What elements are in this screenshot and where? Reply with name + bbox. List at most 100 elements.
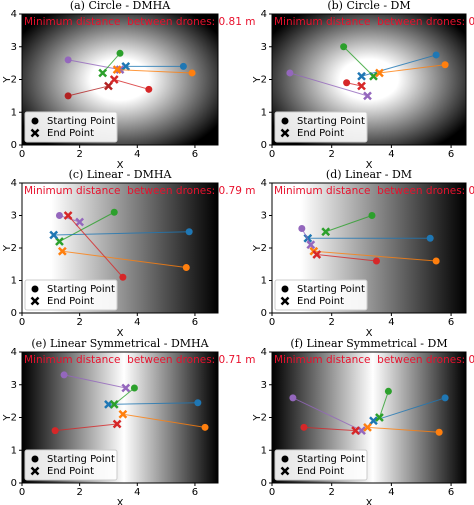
end-point	[369, 416, 378, 426]
annotation: Minimum distance between drones: 0.79 m	[24, 185, 256, 197]
start-point	[51, 427, 59, 435]
legend-label: Starting Point	[297, 454, 365, 465]
start-point	[298, 225, 306, 232]
x-axis-label: X	[366, 498, 373, 505]
trajectory	[114, 79, 149, 90]
start-point	[55, 212, 63, 219]
start-point	[64, 56, 72, 64]
trajectory	[373, 397, 446, 422]
legend-label: End Point	[47, 466, 94, 477]
end-point	[55, 237, 64, 246]
y-tick-label: 2	[261, 75, 267, 86]
y-tick-label: 1	[11, 276, 17, 287]
legend-marker	[30, 466, 40, 476]
panel-title: (e) Linear Symmetrical - DMHA	[31, 337, 209, 350]
y-tick-label: 0	[11, 140, 17, 151]
trajectory	[289, 72, 368, 97]
legend-label: Starting Point	[297, 116, 365, 127]
start-point	[179, 62, 187, 70]
x-tick-label: 0	[269, 487, 275, 498]
legend-box	[24, 111, 118, 143]
y-tick-label: 2	[261, 413, 267, 424]
y-tick-label: 2	[11, 75, 17, 86]
x-tick-label: 0	[19, 149, 25, 160]
x-tick-label: 0	[269, 149, 275, 160]
start-point	[441, 61, 449, 69]
trajectory	[303, 426, 356, 432]
panel-title: (b) Circle - DM	[327, 0, 410, 12]
trajectory	[108, 402, 198, 405]
y-tick-label: 2	[11, 243, 17, 254]
end-point	[109, 75, 119, 84]
x-tick-label: 6	[192, 487, 198, 498]
panel-title: (f) Linear Symmetrical - DM	[290, 337, 447, 350]
y-tick-label: 4	[261, 178, 267, 189]
trajectory	[55, 423, 118, 432]
y-tick-label: 3	[11, 380, 17, 391]
y-tick-label: 0	[261, 478, 267, 489]
x-axis-label: X	[366, 328, 373, 339]
trajectory	[343, 46, 374, 77]
end-point	[357, 71, 366, 81]
x-tick-label: 2	[76, 149, 82, 160]
annotation: Minimum distance between drones: 0.81 m	[24, 16, 256, 28]
end-point	[351, 426, 360, 435]
end-point	[104, 81, 113, 91]
y-tick-label: 1	[11, 107, 17, 118]
x-tick-label: 2	[329, 487, 335, 498]
start-point	[182, 264, 190, 271]
start-point	[441, 394, 449, 402]
end-point	[112, 65, 122, 75]
start-point	[286, 69, 294, 77]
legend-marker	[31, 285, 39, 293]
end-point	[75, 217, 85, 227]
start-point	[185, 228, 193, 236]
legend-label: End Point	[297, 128, 344, 139]
start-point	[289, 394, 297, 402]
end-point	[49, 230, 59, 240]
x-tick-label: 6	[448, 149, 454, 160]
legend-marker	[31, 117, 39, 125]
legend-box	[24, 449, 118, 481]
start-point	[300, 423, 308, 431]
trajectory	[367, 426, 440, 433]
trajectory	[59, 211, 115, 242]
x-tick-label: 0	[19, 487, 25, 498]
y-tick-label: 1	[261, 276, 267, 287]
panel: 0 2 4 6 0 1 2 3 4 X Y (e) Linear Symmetrical - DMHA…	[2, 337, 256, 505]
y-tick-label: 2	[261, 243, 267, 254]
y-tick-label: 0	[11, 478, 17, 489]
x-tick-label: 0	[19, 317, 25, 328]
legend-marker	[31, 455, 39, 463]
trajectory	[62, 250, 187, 268]
x-tick-label: 4	[388, 317, 394, 328]
x-tick-label: 4	[134, 317, 140, 328]
trajectory	[59, 215, 80, 223]
end-point	[321, 227, 331, 237]
legend-label: Starting Point	[47, 284, 115, 295]
end-point	[363, 91, 372, 101]
legend-marker	[30, 296, 40, 306]
x-axis-label: X	[117, 498, 124, 505]
y-tick-label: 0	[261, 140, 267, 151]
start-point	[432, 257, 440, 265]
y-tick-label: 4	[261, 9, 267, 20]
annotation: Minimum distance between drones: 0.77 m	[274, 16, 474, 28]
y-tick-label: 4	[11, 178, 17, 189]
y-tick-label: 1	[11, 445, 17, 456]
start-point	[110, 208, 118, 216]
panel: 0 2 4 6 0 1 2 3 4 X Y (d) Linear - DM Minimum distan…	[252, 168, 474, 339]
trajectory	[379, 64, 446, 74]
trajectory	[122, 413, 206, 428]
end-point	[109, 400, 119, 409]
start-point	[116, 49, 124, 57]
legend-marker	[280, 466, 290, 476]
annotation: Minimum distance between drones: 0.71 m	[24, 354, 256, 366]
panel-title: (c) Linear - DMHA	[69, 168, 173, 181]
end-point	[57, 246, 67, 256]
end-point	[312, 250, 322, 259]
y-tick-label: 1	[261, 107, 267, 118]
x-axis-label: X	[366, 160, 373, 171]
y-tick-label: 0	[11, 308, 17, 319]
